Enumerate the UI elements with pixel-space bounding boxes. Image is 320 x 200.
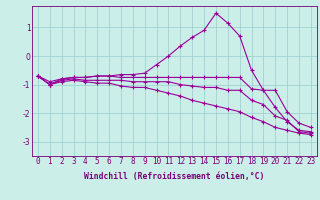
X-axis label: Windchill (Refroidissement éolien,°C): Windchill (Refroidissement éolien,°C) (84, 172, 265, 181)
